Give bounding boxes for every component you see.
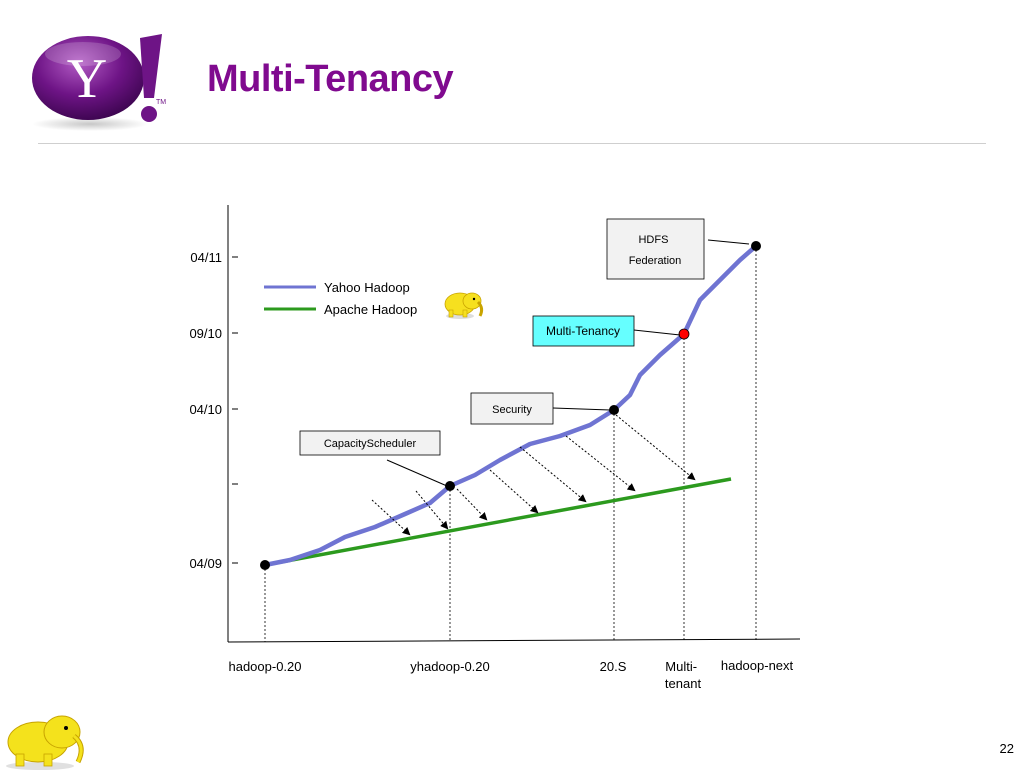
milestone-point-highlight bbox=[678, 328, 690, 340]
feature-gap-arrow bbox=[456, 488, 488, 521]
multi-tenancy-callout: Multi-Tenancy bbox=[532, 315, 635, 347]
yahoo-hadoop-curve bbox=[262, 243, 759, 568]
milestone-point bbox=[609, 405, 619, 415]
apache-hadoop-line bbox=[264, 477, 732, 567]
x-tick-label-multitenant: Multi- tenant bbox=[665, 659, 702, 691]
callout-connector bbox=[386, 459, 448, 487]
x-tick-label: hadoop-0.20 bbox=[228, 659, 301, 674]
legend-label-yahoo: Yahoo Hadoop bbox=[324, 280, 410, 295]
slide-number: 22 bbox=[999, 741, 1014, 756]
security-callout: Security bbox=[470, 392, 554, 425]
logo-trademark: TM bbox=[156, 99, 166, 106]
hadoop-mascot-icon bbox=[6, 715, 84, 770]
x-tick-label: hadoop-next bbox=[721, 658, 794, 673]
x-tick-label: yhadoop-0.20 bbox=[410, 659, 490, 674]
y-tick-label: 09/10 bbox=[189, 326, 222, 341]
callout-connector bbox=[707, 239, 750, 245]
milestone-point bbox=[260, 560, 270, 570]
legend: Yahoo Hadoop Apache Hadoop bbox=[264, 280, 417, 317]
x-axis bbox=[227, 638, 801, 643]
hadoop-elephant-icon bbox=[444, 292, 484, 319]
feature-gap-arrow bbox=[519, 446, 587, 503]
hdfs-federation-callout: HDFS Federation bbox=[606, 218, 705, 280]
x-tick-label: 20.S bbox=[600, 659, 627, 674]
feature-gap-arrow bbox=[489, 469, 539, 514]
feature-gap-arrow bbox=[565, 435, 636, 492]
title-divider bbox=[38, 143, 986, 144]
capacity-scheduler-callout: CapacityScheduler bbox=[299, 430, 441, 456]
yahoo-logo: Y TM bbox=[32, 34, 166, 131]
feature-gap-arrow bbox=[415, 490, 449, 530]
y-tick-label: 04/11 bbox=[190, 250, 222, 265]
y-tick-label: 04/10 bbox=[189, 402, 222, 417]
legend-label-apache: Apache Hadoop bbox=[324, 302, 417, 317]
security-label: Security bbox=[492, 404, 532, 416]
capacity-scheduler-label: CapacityScheduler bbox=[324, 438, 417, 450]
slide-title: Multi-Tenancy bbox=[207, 58, 454, 100]
y-tick-label: 04/09 bbox=[189, 556, 222, 571]
logo-letter: Y bbox=[67, 48, 107, 110]
feature-gap-arrow bbox=[371, 499, 411, 536]
callout-connector bbox=[552, 407, 611, 411]
hdfs-federation-label: HDFS Federation bbox=[629, 234, 682, 267]
multi-tenancy-label: Multi-Tenancy bbox=[546, 324, 620, 338]
feature-gap-arrow bbox=[615, 414, 696, 481]
milestone-point bbox=[445, 481, 455, 491]
milestone-point bbox=[751, 241, 761, 251]
callout-connector bbox=[633, 329, 681, 336]
